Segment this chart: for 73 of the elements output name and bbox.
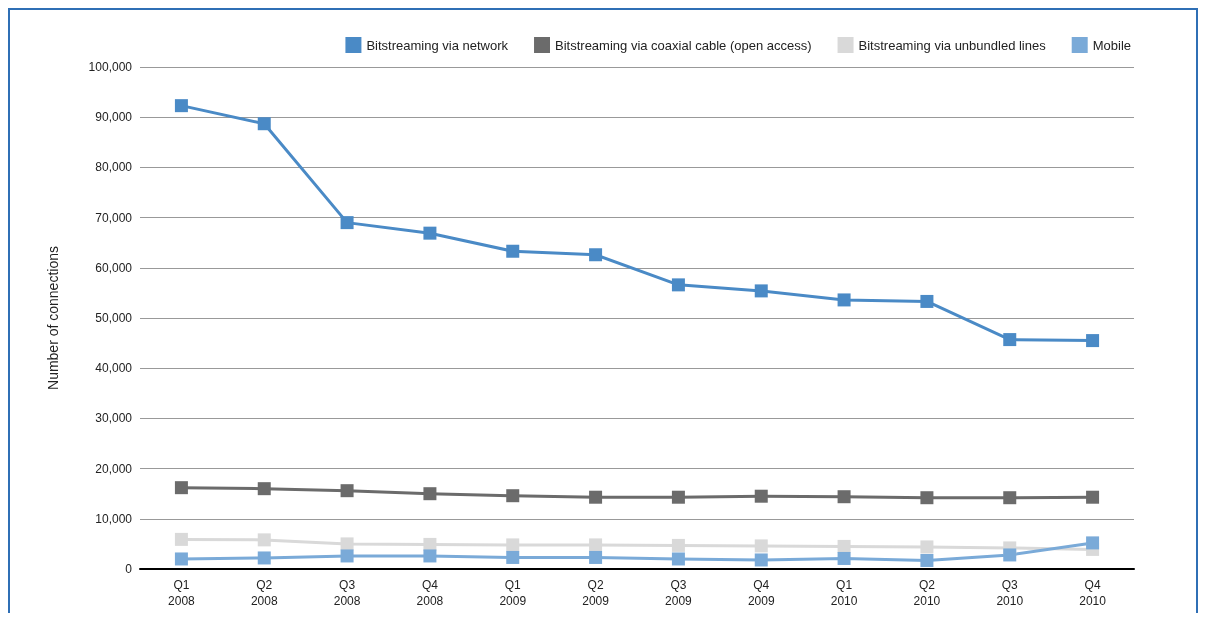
point: [257, 533, 271, 547]
point: [671, 552, 685, 566]
x-tick-label: Q3 2010: [996, 578, 1024, 608]
x-tick-label: Q2 2008: [250, 578, 278, 608]
point: [920, 553, 934, 567]
y-tick-label: 20,000: [95, 461, 133, 476]
point: [1086, 490, 1100, 504]
point: [174, 552, 188, 566]
point: [506, 489, 520, 503]
x-tick-label: Q2 2010: [913, 578, 941, 608]
point: [340, 549, 354, 563]
x-tick-label: Q1 2008: [168, 578, 196, 608]
y-tick-label: 90,000: [95, 110, 133, 125]
point: [754, 489, 768, 503]
point: [1086, 536, 1100, 550]
x-tick-label: Q1 2010: [830, 578, 858, 608]
point: [340, 484, 354, 498]
x-tick-label: Q4 2010: [1079, 578, 1107, 608]
point: [257, 551, 271, 565]
point: [340, 216, 354, 230]
point: [589, 538, 603, 552]
point: [506, 538, 520, 552]
point: [920, 540, 934, 554]
x-tick-label: Q4 2008: [416, 578, 444, 608]
y-tick-label: 10,000: [95, 511, 133, 526]
point: [754, 553, 768, 567]
point: [837, 490, 851, 504]
point: [257, 482, 271, 496]
y-tick-label: 30,000: [95, 411, 133, 426]
point: [174, 532, 188, 546]
point: [920, 491, 934, 505]
point: [340, 537, 354, 551]
y-tick-label: 80,000: [95, 160, 133, 175]
point: [1003, 491, 1017, 505]
point: [920, 294, 934, 308]
x-tick-label: Q1 2009: [499, 578, 527, 608]
point: [837, 539, 851, 553]
point: [423, 487, 437, 501]
point: [671, 278, 685, 292]
point: [589, 248, 603, 262]
point: [257, 117, 271, 131]
legend-label: Bitstreaming via network: [366, 37, 509, 53]
point: [837, 551, 851, 565]
point: [174, 99, 188, 113]
x-tick-label: Q2 2009: [582, 578, 610, 608]
point: [1086, 334, 1100, 348]
legend-label: Bitstreaming via coaxial cable (open access): [555, 37, 812, 53]
x-tick-label: Q4 2009: [747, 578, 775, 608]
point: [671, 538, 685, 552]
point: [506, 550, 520, 564]
y-tick-label: 100,000: [88, 60, 133, 74]
y-tick-label: 50,000: [95, 311, 133, 325]
point: [754, 284, 768, 298]
x-tick-label: Q3 2008: [333, 578, 361, 608]
point: [174, 481, 188, 495]
y-axis-title: Number of connections: [45, 246, 61, 390]
point: [837, 293, 851, 307]
point: [1003, 548, 1017, 562]
point: [506, 244, 520, 258]
point: [671, 490, 685, 504]
legend-label: Bitstreaming via unbundled lines: [858, 37, 1047, 53]
legend-label: Mobile: [1092, 37, 1131, 53]
y-tick-label: 0: [125, 562, 133, 576]
point: [423, 226, 437, 240]
point: [1003, 333, 1017, 347]
point: [754, 539, 768, 553]
point: [423, 549, 437, 563]
x-tick-label: Q3 2009: [665, 578, 693, 608]
y-tick-label: 60,000: [95, 260, 133, 275]
y-tick-label: 70,000: [95, 210, 133, 225]
y-tick-label: 40,000: [95, 361, 133, 376]
point: [589, 490, 603, 504]
point: [589, 550, 603, 564]
